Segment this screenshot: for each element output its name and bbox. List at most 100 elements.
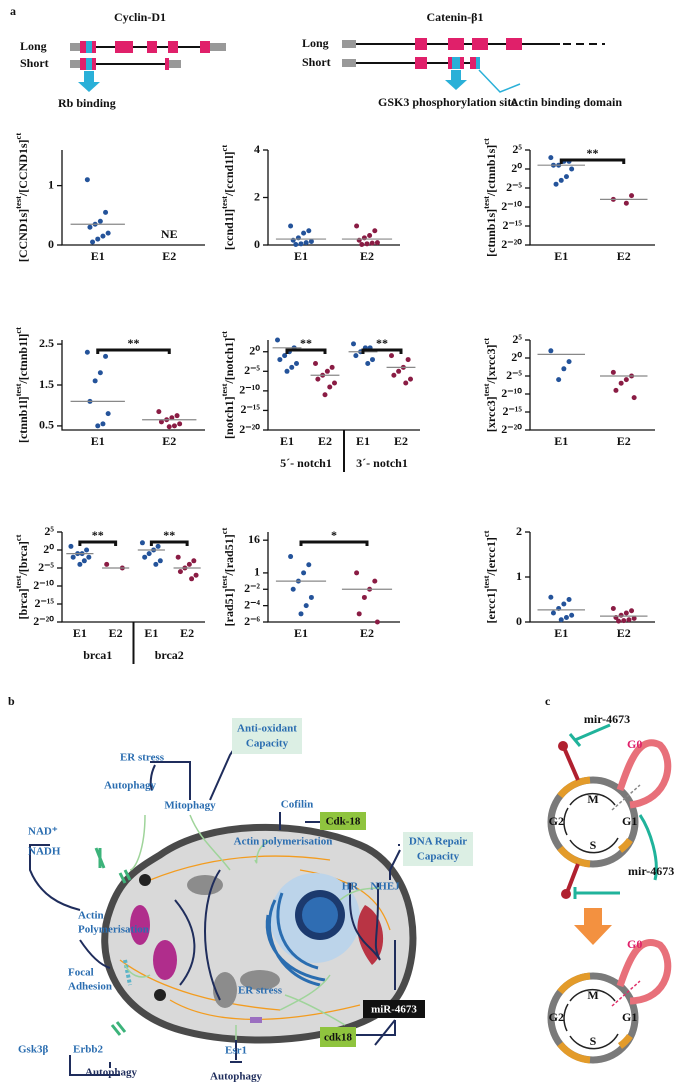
- dot-plot: 2⁰ 2⁻⁵ 2⁻¹⁰ 2⁻¹⁵ 2⁻²⁰[notch1]test/[notch1]ct…: [219, 331, 420, 472]
- label: NADH: [28, 846, 61, 858]
- data-point: [100, 233, 106, 239]
- label: Anti-oxidant: [237, 723, 297, 735]
- data-point: [105, 230, 111, 236]
- data-point: [327, 384, 333, 390]
- y-axis-label-part: [rad51]: [222, 588, 236, 626]
- data-point: [68, 543, 74, 549]
- y-axis-label-part: test: [219, 383, 229, 396]
- data-point: [193, 572, 199, 578]
- data-point: [623, 610, 629, 616]
- y-axis-label-part: ct: [219, 527, 229, 534]
- y-tick-label: 2⁻²: [244, 581, 260, 595]
- data-point: [610, 606, 616, 611]
- isoform-label: Long: [302, 36, 329, 50]
- significance-label: **: [92, 528, 104, 542]
- y-tick-label: 0: [254, 237, 260, 251]
- label: Cofilin: [281, 799, 313, 811]
- y-axis-label-part: test: [13, 383, 23, 396]
- site-label: GSK3 phosphorylation site: [378, 95, 517, 109]
- phase: G2: [549, 814, 564, 828]
- y-axis-label-part: [brca]: [16, 588, 30, 619]
- data-point: [621, 618, 627, 624]
- y-tick-label: 0: [48, 237, 54, 251]
- y-tick-label: 2⁻¹⁵: [34, 596, 54, 610]
- data-point: [569, 612, 575, 618]
- data-point: [548, 155, 554, 161]
- data-point: [308, 594, 314, 600]
- y-axis-label-part: test: [219, 196, 229, 209]
- dot-plot: 0 2 4 [ccnd1l]test/[ccnd1l]ct E1 E2: [219, 142, 400, 263]
- data-point: [566, 597, 572, 602]
- y-axis-label-part: /[brca]: [16, 541, 30, 576]
- y-axis-label-part: [ctnnb1s]: [484, 209, 498, 257]
- y-tick-label: 2⁻⁵: [38, 560, 54, 574]
- y-axis-label: [xrcc3]test/[xrcc3]ct: [481, 338, 498, 432]
- data-point: [156, 409, 162, 415]
- data-point: [610, 369, 616, 375]
- label: DNA Repair: [409, 836, 467, 848]
- y-tick-label: 2⁻⁵: [506, 368, 522, 382]
- data-point: [374, 619, 380, 625]
- y-axis-label-part: [notch1]: [222, 396, 236, 439]
- data-point: [97, 218, 103, 224]
- data-point: [177, 421, 183, 427]
- data-point: [100, 421, 106, 427]
- box: [232, 718, 302, 754]
- gene-title: Cyclin-D1: [114, 10, 166, 24]
- data-point: [372, 228, 378, 234]
- data-point: [293, 242, 299, 248]
- y-tick-label: 2⁻¹⁵: [240, 402, 260, 416]
- data-point: [396, 368, 402, 374]
- y-axis-label-part: ct: [219, 331, 229, 338]
- data-point: [365, 360, 371, 366]
- label: Autophagy: [210, 1071, 262, 1083]
- data-point: [623, 377, 629, 383]
- x-tick-label: E1: [144, 626, 158, 640]
- x-tick-label: E1: [280, 434, 294, 448]
- axis: [61, 150, 205, 246]
- phase: S: [590, 1034, 597, 1048]
- data-point: [169, 415, 175, 421]
- data-point: [177, 569, 183, 575]
- y-tick-label: 2.5: [39, 336, 54, 350]
- y-axis-label-part: /[rad51]: [222, 534, 236, 576]
- data-point: [86, 554, 92, 560]
- panel-c: c mir-4673 G0 M G1 S G2 mir-4673 G0 M G1…: [545, 694, 674, 1064]
- label: Focal: [68, 967, 94, 979]
- y-axis-label-part: [xrcc3]: [484, 396, 498, 432]
- x-tick-label: E2: [360, 626, 374, 640]
- data-point: [303, 240, 309, 246]
- y-axis-label-part: [ercc1]: [484, 588, 498, 623]
- y-tick-label: 2⁻¹⁰: [501, 386, 522, 400]
- y-tick-label: 2⁵: [44, 524, 54, 538]
- data-point: [389, 353, 394, 359]
- y-axis-label-part: [ctnnb1l]: [16, 396, 30, 443]
- label: NAD⁺: [28, 826, 58, 838]
- data-point: [90, 239, 96, 245]
- phase: G2: [549, 1010, 564, 1024]
- x-tick-label: E1: [554, 434, 568, 448]
- y-tick-label: 0: [516, 614, 522, 628]
- data-point: [613, 387, 619, 393]
- data-point: [155, 543, 161, 549]
- y-axis-label-part: /[ercc1]: [484, 537, 498, 576]
- box: [403, 832, 473, 866]
- isoform-label: Long: [20, 39, 47, 53]
- label: Polymerisation: [78, 924, 149, 936]
- data-point: [548, 594, 554, 600]
- label: cdk18: [324, 1032, 353, 1044]
- x-tick-label: E1: [356, 434, 370, 448]
- y-tick-label: 4: [254, 142, 260, 156]
- data-point: [629, 608, 635, 614]
- significance-bracket: [285, 348, 327, 354]
- x-tick-label: E2: [109, 626, 123, 640]
- y-axis-label-part: test: [13, 575, 23, 588]
- y-tick-label: 2⁰: [249, 343, 260, 357]
- label: Erbb2: [73, 1044, 103, 1056]
- data-point: [298, 611, 304, 617]
- data-point: [166, 424, 172, 430]
- y-axis-label-part: ct: [219, 145, 229, 152]
- y-tick-label: 1: [516, 569, 522, 583]
- data-point: [308, 238, 314, 244]
